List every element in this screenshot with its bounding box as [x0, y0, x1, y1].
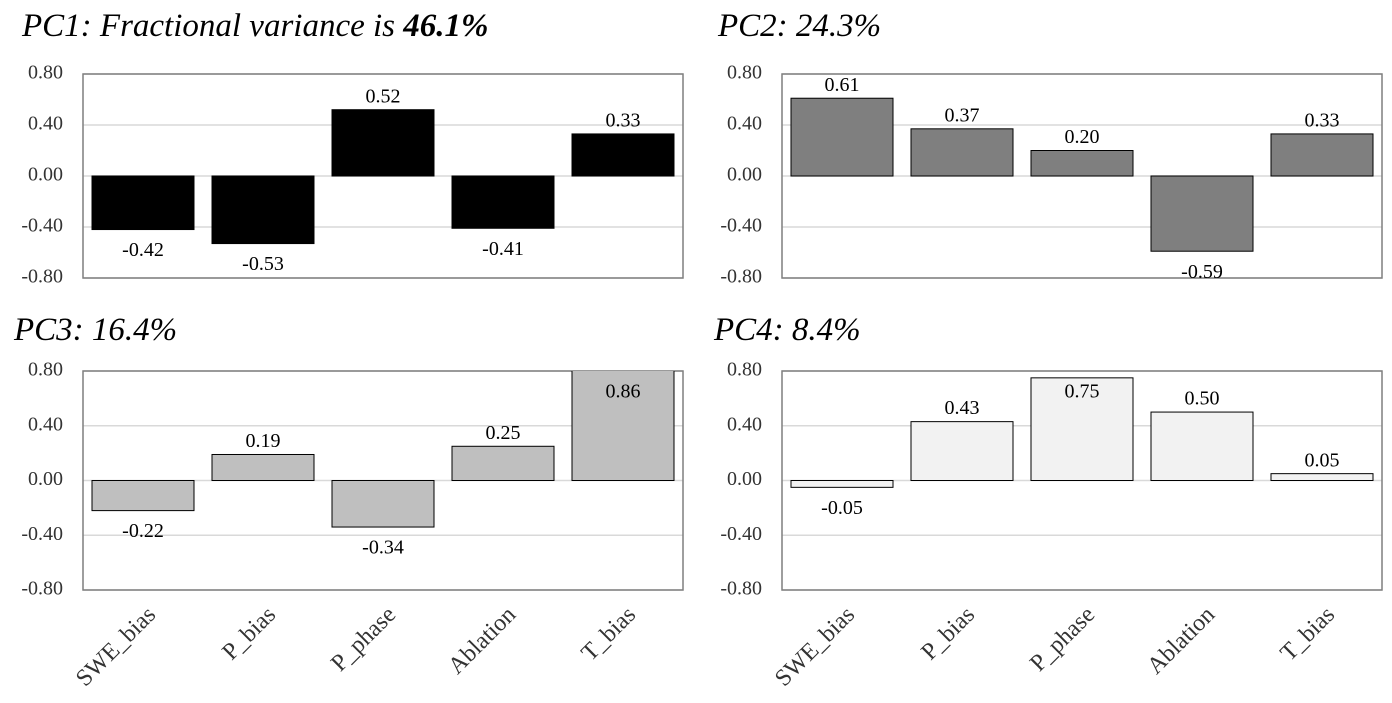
y-tick-label: -0.80: [21, 266, 63, 288]
x-tick-label: Ablation: [443, 602, 521, 680]
y-tick-label: -0.40: [720, 215, 762, 237]
y-tick-label: -0.40: [21, 523, 63, 545]
y-tick-label: -0.40: [720, 523, 762, 545]
bar: [451, 175, 555, 229]
value-label: 0.52: [366, 85, 401, 107]
bars: [91, 371, 675, 528]
chart-title: PC2: 24.3%: [717, 8, 881, 44]
title-text: PC2: 24.3%: [717, 8, 881, 44]
bar: [1030, 150, 1134, 177]
value-label: -0.05: [821, 497, 863, 519]
title-text: PC1: Fractional variance is: [21, 8, 395, 44]
plot-frame: [82, 370, 684, 591]
y-tick-label: 0.80: [727, 62, 762, 84]
bar: [211, 175, 315, 245]
y-tick-label: -0.40: [21, 215, 63, 237]
bar: [910, 128, 1014, 177]
y-tick-label: 0.00: [727, 164, 762, 186]
y-tick-label: 0.40: [727, 413, 762, 435]
chart-title: PC4: 8.4%: [713, 312, 861, 348]
y-tick-label: -0.80: [21, 578, 63, 600]
plot-frame: [781, 370, 1383, 591]
value-label: 0.50: [1185, 388, 1220, 410]
bar: [91, 175, 195, 231]
value-label: -0.41: [482, 238, 524, 260]
bars: [790, 377, 1374, 488]
bars: [91, 109, 675, 245]
chart-title: PC3: 16.4%: [13, 312, 177, 348]
value-label: 0.33: [606, 110, 641, 132]
bar: [1150, 175, 1254, 252]
x-tick-label: SWE_bias: [770, 602, 860, 692]
value-label: 0.86: [606, 381, 641, 403]
y-tick-label: 0.00: [28, 468, 63, 490]
bar: [211, 453, 315, 481]
y-tick-label: 0.80: [28, 62, 63, 84]
y-tick-label: 0.40: [727, 113, 762, 135]
y-tick-label: 0.80: [727, 359, 762, 381]
value-label: 0.43: [945, 397, 980, 419]
x-tick-label: Ablation: [1142, 602, 1220, 680]
bar: [331, 480, 435, 528]
value-label: -0.42: [122, 239, 164, 261]
x-tick-label: P_bias: [217, 602, 281, 666]
x-tick-label: P_phase: [1025, 602, 1100, 677]
bar: [1270, 133, 1374, 177]
chart-title: PC1: Fractional variance is 46.1%: [21, 8, 489, 44]
title-text: PC3: 16.4%: [13, 312, 177, 348]
y-tick-label: -0.80: [720, 578, 762, 600]
y-tick-label: 0.80: [28, 359, 63, 381]
plot-frame: [781, 73, 1383, 279]
value-label: 0.75: [1065, 381, 1100, 403]
y-tick-label: -0.80: [720, 266, 762, 288]
bar: [1030, 377, 1134, 481]
plot-frame: [82, 73, 684, 279]
bar: [571, 133, 675, 177]
bar: [571, 371, 675, 482]
y-tick-label: 0.40: [28, 413, 63, 435]
bar: [1150, 411, 1254, 481]
bar: [331, 109, 435, 177]
x-tick-label: SWE_bias: [71, 602, 161, 692]
value-label: 0.20: [1065, 126, 1100, 148]
bar: [451, 445, 555, 481]
value-label: -0.59: [1181, 261, 1223, 283]
x-tick-label: T_bias: [1276, 602, 1341, 667]
value-label: 0.05: [1305, 449, 1340, 471]
value-label: -0.53: [242, 253, 284, 275]
title-text: PC4: 8.4%: [713, 312, 861, 348]
bar: [790, 97, 894, 177]
x-tick-label: P_phase: [326, 602, 401, 677]
value-label: 0.61: [825, 74, 860, 96]
value-label: -0.22: [122, 520, 164, 542]
bars: [790, 97, 1374, 252]
bar: [1270, 473, 1374, 481]
y-tick-label: 0.40: [28, 113, 63, 135]
bar: [790, 480, 894, 488]
value-label: 0.19: [246, 430, 281, 452]
bar: [910, 421, 1014, 481]
y-tick-label: 0.00: [727, 468, 762, 490]
bar: [91, 480, 195, 512]
value-label: 0.25: [486, 422, 521, 444]
value-label: -0.34: [362, 537, 404, 559]
x-tick-label: T_bias: [577, 602, 642, 667]
x-tick-label: P_bias: [916, 602, 980, 666]
value-label: 0.33: [1305, 110, 1340, 132]
value-label: 0.37: [945, 104, 980, 126]
y-tick-label: 0.00: [28, 164, 63, 186]
title-emphasis: 46.1%: [402, 8, 488, 44]
